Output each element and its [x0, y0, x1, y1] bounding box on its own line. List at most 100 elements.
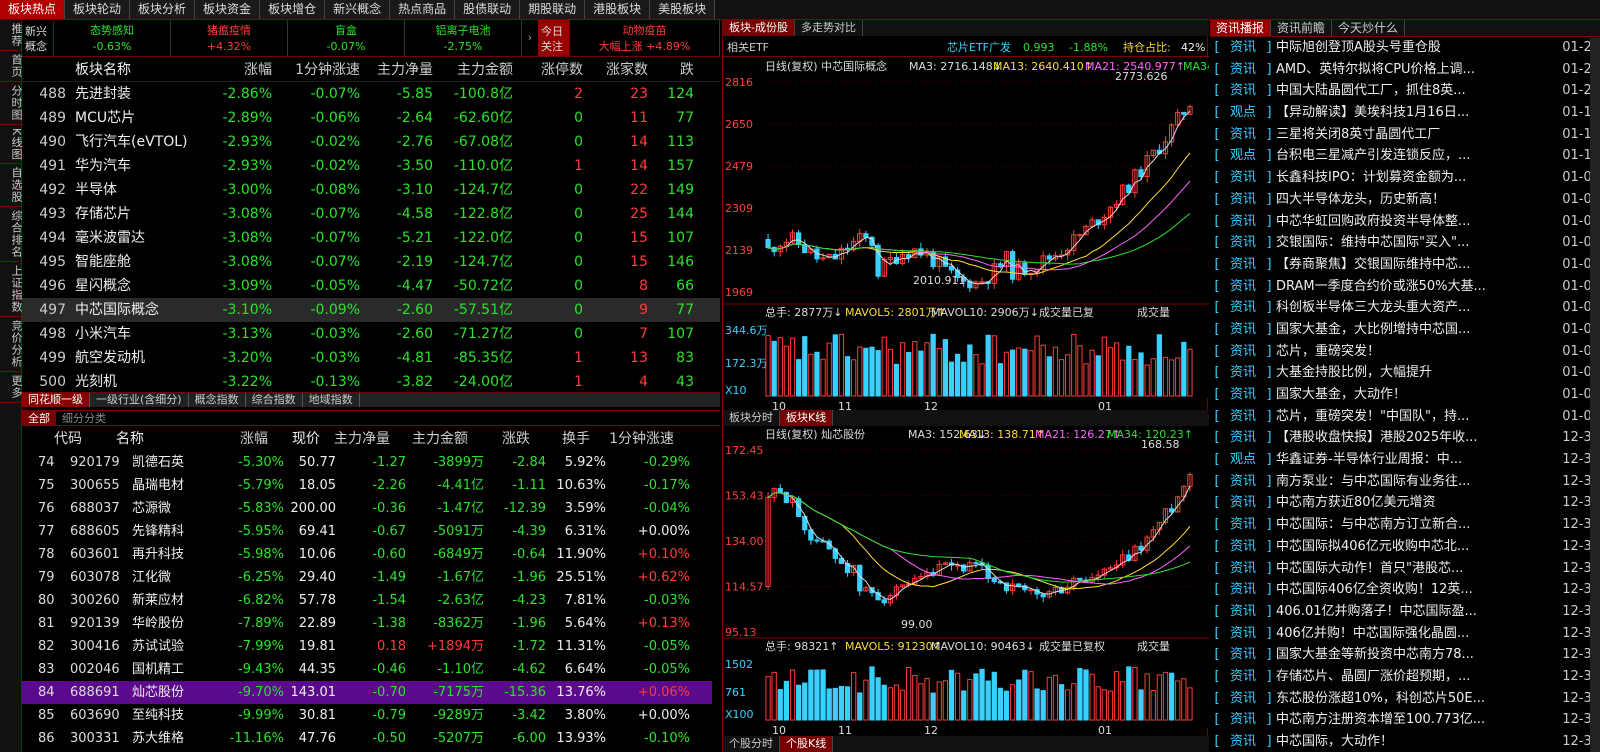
stock-row[interactable]: 75 300655 晶瑞电材 -5.79% 18.05 -2.26 -4.41亿 -1.11 1…	[22, 474, 712, 497]
ticker-focus-item[interactable]: 动物疫苗 大幅上涨 +4.89%	[570, 20, 720, 56]
plate-tab-2[interactable]: 概念指数	[189, 393, 246, 407]
stock-row[interactable]: 80 300260 新莱应材 -6.82% 57.78 -1.54 -2.63亿 -4.23 7…	[22, 589, 712, 612]
news-item[interactable]: [观点] 【异动解读】美埃科技1月16日... 01-16	[1210, 102, 1600, 124]
news-item[interactable]: [资讯] 芯片，重磅突发！ 01-03	[1210, 341, 1600, 363]
plate-row[interactable]: 492 半导体 -3.00% -0.08% -3.10 -124.7亿 0 22 149	[22, 178, 720, 202]
news-item[interactable]: [资讯] 长鑫科技IPO：计划募资金额为... 01-08	[1210, 167, 1600, 189]
news-item[interactable]: [资讯] 中芯国际，大动作！ 12-30	[1210, 731, 1600, 752]
news-item[interactable]: [资讯] AMD、英特尔拟将CPU价格上调... 01-22	[1210, 59, 1600, 81]
plate-header-2[interactable]: 涨幅	[244, 62, 272, 78]
news-tab-2[interactable]: 今天炒什么	[1332, 20, 1406, 36]
stock-kline-chart[interactable]: 日线(复权) 灿芯股份 MA3: 152.63↓MA13: 138.71↑MA21…	[723, 426, 1209, 736]
stock-row[interactable]: 79 603078 江化微 -6.25% 29.40 -1.49 -1.67亿 -1.96 25…	[22, 566, 712, 589]
news-item[interactable]: [资讯] 国家大基金，大比例增持中芯国... 01-04	[1210, 319, 1600, 341]
news-item[interactable]: [资讯] 国家大基金，大动作！ 01-03	[1210, 384, 1600, 406]
stock-tab-0[interactable]: 全部	[22, 411, 56, 425]
chart-tab[interactable]: 板块K线	[780, 410, 834, 426]
top-tab-9[interactable]: 港股板块	[585, 0, 651, 19]
news-item[interactable]: [资讯] 【港股收盘快报】港股2025年收... 12-31	[1210, 427, 1600, 449]
news-item[interactable]: [资讯] 【券商聚焦】交银国际维持中芯... 01-06	[1210, 254, 1600, 276]
plate-row[interactable]: 498 小米汽车 -3.13% -0.03% -2.60 -71.27亿 0 7 107	[22, 322, 720, 346]
stock-header-6[interactable]: 主力金额	[412, 431, 468, 447]
news-item[interactable]: [资讯] 中芯华虹回购政府投资半导体整... 01-06	[1210, 211, 1600, 233]
side-nav-0[interactable]: 推荐	[0, 20, 23, 51]
stock-header-0[interactable]	[22, 428, 54, 451]
news-item[interactable]: [资讯] 中芯国际406亿全资收购！12英... 12-30	[1210, 579, 1600, 601]
news-item[interactable]: [资讯] DRAM一季度合约价或涨50%大基... 01-05	[1210, 276, 1600, 298]
ticker-next-icon[interactable]: ›	[527, 31, 533, 44]
stock-header-5[interactable]: 主力净量	[334, 431, 390, 447]
news-tab-1[interactable]: 资讯前瞻	[1271, 20, 1333, 36]
related-etf-row[interactable]: 相关ETF 芯片ETF广发 0.993 -1.88% 持仓占比: 42%	[723, 39, 1209, 57]
news-item[interactable]: [资讯] 科创板半导体三大龙头重大资产... 01-04	[1210, 297, 1600, 319]
side-nav-6[interactable]: 上证指数	[0, 262, 23, 318]
side-nav-7[interactable]: 竞价分析	[0, 317, 23, 373]
news-item[interactable]: [资讯] 存储芯片、晶圆厂涨价超预期，... 12-30	[1210, 666, 1600, 688]
top-tab-4[interactable]: 板块增仓	[260, 0, 326, 19]
ticker-item[interactable]: 猪瘟疫情 +4.32%	[171, 20, 288, 56]
plate-header-1[interactable]: 板块名称	[75, 62, 131, 78]
news-item[interactable]: [资讯] 406亿并购！中芯国际强化晶圆... 12-30	[1210, 623, 1600, 645]
plate-kline-chart[interactable]: 日线(复权) 中芯国际概念 MA3: 2716.148↓MA13: 2640.41…	[723, 58, 1209, 410]
plate-header-6[interactable]: 涨停数	[541, 62, 583, 78]
plate-header-4[interactable]: 主力净量	[377, 62, 433, 78]
plate-row[interactable]: 490 飞行汽车(eVTOL) -2.93% -0.02% -2.76 -67.08亿 0 1…	[22, 130, 720, 154]
news-item[interactable]: [资讯] 中际旭创登顶A股头号重仓股 01-22	[1210, 37, 1600, 59]
plate-header-0[interactable]	[22, 58, 72, 81]
news-item[interactable]: [资讯] 三星将关闭8英寸晶圆代工厂 01-15	[1210, 124, 1600, 146]
plate-tab-4[interactable]: 地域指数	[303, 393, 360, 407]
news-item[interactable]: [资讯] 406.01亿并购落子！中芯国际盈... 12-30	[1210, 601, 1600, 623]
top-tab-8[interactable]: 期股联动	[520, 0, 586, 19]
news-item[interactable]: [资讯] 东芯股份涨超10%，科创芯片50E... 12-30	[1210, 688, 1600, 710]
top-tab-0[interactable]: 板块热点	[0, 0, 66, 19]
stock-header-2[interactable]: 名称	[116, 431, 144, 447]
news-item[interactable]: [资讯] 中芯国际拟406亿元收购中芯北... 12-30	[1210, 536, 1600, 558]
top-tab-2[interactable]: 板块分析	[130, 0, 196, 19]
top-tab-7[interactable]: 股债联动	[455, 0, 521, 19]
ticker-item[interactable]: 态势感知 -0.63%	[54, 20, 171, 56]
chart-tab[interactable]: 多走势对比	[795, 20, 863, 36]
news-item[interactable]: [资讯] 中芯南方获近80亿美元增资 12-30	[1210, 492, 1600, 514]
stock-row[interactable]: 76 688037 芯源微 -5.83% 200.00 -0.36 -1.47亿 -12.39…	[22, 497, 712, 520]
ticker-focus-label[interactable]: 今日关注	[538, 20, 570, 56]
plate-row[interactable]: 497 中芯国际概念 -3.10% -0.09% -2.60 -57.51亿 0 9 77	[22, 298, 720, 322]
plate-row[interactable]: 494 毫米波雷达 -3.08% -0.07% -5.21 -122.0亿 0 15 107	[22, 226, 720, 250]
ticker-item[interactable]: 盲盒 -0.07%	[288, 20, 405, 56]
plate-tab-1[interactable]: 一级行业(含细分)	[90, 393, 189, 407]
stock-header-8[interactable]: 换手	[562, 431, 590, 447]
news-item[interactable]: [资讯] 交银国际：维持中芯国际"买入"... 01-06	[1210, 232, 1600, 254]
side-nav-5[interactable]: 综合排名	[0, 207, 23, 263]
stock-row[interactable]: 83 002046 国机精工 -9.43% 44.35 -0.46 -1.10亿 -4.62 6…	[22, 658, 712, 681]
news-item[interactable]: [观点] 台积电三星减产引发连锁反应，... 01-14	[1210, 145, 1600, 167]
chart-tab[interactable]: 个股K线	[780, 736, 834, 752]
stock-row[interactable]: 78 603601 再升科技 -5.98% 10.06 -0.60 -6849万 -0.64 1…	[22, 543, 712, 566]
stock-row[interactable]: 84 688691 灿芯股份 -9.70% 143.01 -0.70 -7175万 -15.3…	[22, 681, 712, 704]
news-tab-0[interactable]: 资讯播报	[1210, 20, 1272, 36]
plate-row[interactable]: 496 星闪概念 -3.09% -0.05% -4.47 -50.72亿 0 8 66	[22, 274, 720, 298]
plate-row[interactable]: 489 MCU芯片 -2.89% -0.06% -2.64 -62.60亿 0 11 77	[22, 106, 720, 130]
stock-header-7[interactable]: 涨跌	[502, 431, 530, 447]
top-tab-10[interactable]: 美股板块	[650, 0, 716, 19]
plate-header-3[interactable]: 1分钟涨速	[295, 62, 360, 78]
news-item[interactable]: [资讯] 四大半导体龙头，历史新高！ 01-07	[1210, 189, 1600, 211]
stock-row[interactable]: 81 920139 华岭股份 -7.89% 22.89 -1.38 -8362万 -1.96 5…	[22, 612, 712, 635]
chart-tab[interactable]: 板块-成份股	[723, 20, 795, 36]
news-scrollbar[interactable]	[1590, 38, 1600, 752]
top-tab-3[interactable]: 板块资金	[195, 0, 261, 19]
stock-row[interactable]: 85 603690 至纯科技 -9.99% 30.81 -0.79 -9289万 -3.42 3…	[22, 704, 712, 727]
stock-header-4[interactable]: 现价	[292, 431, 320, 447]
plate-tab-3[interactable]: 综合指数	[246, 393, 303, 407]
news-item[interactable]: [资讯] 芯片，重磅突发！"中国队"，持... 01-02	[1210, 406, 1600, 428]
plate-header-7[interactable]: 涨家数	[606, 62, 648, 78]
stock-row[interactable]: 82 300416 苏试试验 -7.99% 19.81 0.18 +1894万 -1.72 11…	[22, 635, 712, 658]
plate-header-8[interactable]: 跌	[680, 62, 694, 78]
top-tab-1[interactable]: 板块轮动	[65, 0, 131, 19]
side-nav-1[interactable]: 首页	[0, 51, 23, 82]
news-item[interactable]: [资讯] 中芯南方注册资本增至100.773亿... 12-30	[1210, 709, 1600, 731]
plate-row[interactable]: 495 智能座舱 -3.08% -0.07% -2.19 -124.7亿 0 15 146	[22, 250, 720, 274]
top-tab-6[interactable]: 热点商品	[390, 0, 456, 19]
side-nav-2[interactable]: 分时图	[0, 82, 23, 125]
chart-tab[interactable]: 个股分时	[723, 736, 780, 752]
stock-header-3[interactable]: 涨幅	[240, 431, 268, 447]
stock-header-1[interactable]: 代码	[54, 431, 82, 447]
